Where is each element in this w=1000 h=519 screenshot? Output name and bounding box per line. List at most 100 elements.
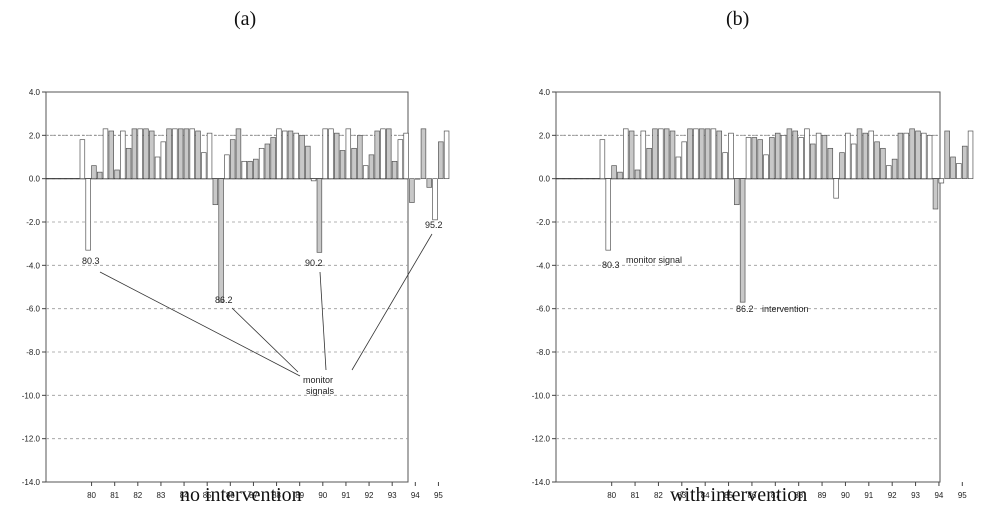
bar [663,128,670,180]
bar [599,139,606,180]
bar [397,139,404,180]
bar [328,128,334,180]
bar [391,160,398,180]
bar [426,178,432,188]
bar [856,128,863,180]
x-tick-label: 86 [226,491,235,500]
bar [154,156,161,180]
y-tick-label: 4.0 [539,88,551,97]
bar [334,132,340,180]
bar [85,178,91,251]
x-tick-label: 95 [434,491,443,500]
bar [409,178,415,203]
bar [628,130,635,180]
bar [897,132,904,180]
bar [909,128,915,180]
bar [270,137,276,180]
y-tick-label: -14.0 [22,478,41,487]
annotation-label: 95.2 [425,220,443,230]
bar [224,154,230,180]
bar [160,141,167,180]
bar [926,134,933,180]
bar [362,165,369,180]
bar [757,139,763,180]
y-tick-label: -12.0 [22,435,41,444]
bar [149,130,155,180]
bar [172,128,178,180]
bar [751,137,758,180]
y-tick-label: 0.0 [539,175,551,184]
bar [734,178,740,206]
y-tick-label: -2.0 [536,218,550,227]
caption-b: with intervention [670,484,808,506]
y-tick-label: -10.0 [22,391,41,400]
chart-a-no-intervention: 4.0 2.0 0.0 -2.0 -4.0 -6.0 -8.0 -10.0 -12.0 -14.0… [22,88,450,500]
x-tick-label: 83 [677,491,686,500]
x-tick-label: 81 [110,491,119,500]
bar [102,128,109,180]
y-tick-label: -14.0 [532,478,551,487]
bar [634,169,641,180]
bar [716,130,723,180]
bar [299,134,305,180]
bar [821,134,828,180]
bar [956,163,962,180]
x-tick-label: 91 [341,491,350,500]
bar [264,143,271,180]
bar [131,128,138,180]
x-tick-label: 94 [411,491,420,500]
bar [432,178,438,221]
bar [687,128,693,180]
bar [125,147,132,180]
y-tick-label: -2.0 [26,218,40,227]
y-tick-label: -4.0 [26,261,40,270]
bar [780,134,787,180]
bar [728,132,734,180]
x-tick-label: 93 [911,491,920,500]
bar [96,171,103,180]
bar [827,147,834,180]
bar [212,178,219,206]
bar [339,150,346,180]
annotation-note: monitor signal [626,255,682,265]
bar [345,128,352,180]
bar [798,137,804,180]
bar [605,178,611,251]
bar [804,128,810,180]
bar [281,130,288,180]
y-tick-label: -6.0 [536,305,550,314]
bar [675,156,682,180]
x-tick-label: 84 [180,491,189,500]
y-tick-label: -4.0 [536,261,550,270]
bar [305,145,311,180]
y-tick-label: 0.0 [29,175,41,184]
chart-b-with-intervention: 4.0 2.0 0.0 -2.0 -4.0 -6.0 -8.0 -10.0 -12.0 -14.0… [532,88,974,500]
annotation-label: 90.2 [305,258,323,268]
x-tick-label: 80 [607,491,616,500]
bar [137,128,143,180]
bar [218,178,224,303]
bar [403,132,409,180]
bar [850,143,857,180]
bar [704,128,711,180]
bar [774,132,781,180]
bar [247,160,253,180]
bar [681,141,687,180]
bar [693,128,699,180]
bar [229,139,236,180]
bar [143,128,149,180]
bar [316,178,323,253]
bar [79,139,86,180]
bar [438,141,444,180]
bar [374,130,380,180]
bar [786,128,793,180]
bar [414,178,421,180]
y-tick-label: -10.0 [532,391,551,400]
bar [258,147,265,180]
bar [845,132,851,180]
bar [944,130,950,180]
bar [792,130,798,180]
x-tick-label: 90 [318,491,327,500]
callout-leader-line [351,233,433,371]
bar [322,128,328,180]
